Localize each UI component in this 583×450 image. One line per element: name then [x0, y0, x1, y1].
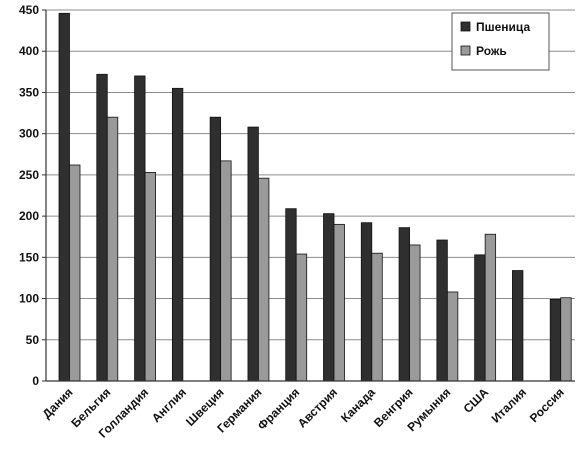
x-axis-ticks: ДанияБельгияГолландияАнглияШвецияГермани…	[40, 385, 567, 441]
bar-rye	[295, 253, 308, 382]
legend: Пшеница Рожь	[451, 12, 550, 71]
bar-rye	[371, 252, 383, 382]
bar-rye	[144, 172, 156, 382]
bar-wheat	[209, 116, 222, 382]
bar-wheat	[323, 213, 335, 382]
y-tick-label: 50	[26, 333, 40, 347]
y-tick-label: 450	[19, 3, 39, 17]
bar-rye	[220, 160, 232, 382]
bar-wheat	[474, 254, 486, 382]
y-tick-label: 300	[19, 127, 39, 141]
x-tick-label: Россия	[527, 385, 567, 425]
legend-box	[451, 12, 550, 71]
bar-wheat	[436, 239, 448, 382]
x-tick-label: Франция	[255, 385, 303, 433]
bar-wheat	[360, 222, 373, 382]
bar-wheat	[58, 12, 70, 382]
y-axis-ticks: 0 50 100 150 200 250 300 350 400 450	[19, 3, 46, 388]
bar-wheat	[549, 298, 562, 382]
bar-rye	[69, 164, 81, 382]
bar-wheat	[171, 87, 184, 382]
y-tick-label: 250	[19, 168, 39, 182]
y-tick-label: 0	[32, 374, 39, 388]
x-tick-label: Дания	[40, 385, 76, 421]
bar-rye	[560, 297, 572, 382]
legend-label: Рожь	[476, 44, 507, 58]
y-tick-label: 350	[19, 85, 39, 99]
legend-label: Пшеница	[476, 20, 530, 34]
bar-rye	[106, 116, 119, 382]
gridlines	[46, 9, 575, 341]
bars	[58, 12, 572, 382]
bar-wheat	[96, 73, 108, 382]
y-tick-label: 100	[19, 292, 39, 306]
bar-rye	[333, 223, 345, 382]
y-tick-label: 150	[19, 250, 39, 264]
legend-swatch	[460, 45, 471, 56]
x-tick-label: Италия	[489, 385, 529, 425]
bar-wheat	[134, 75, 146, 382]
bar-rye	[484, 233, 497, 382]
x-tick-label: Австрия	[295, 385, 340, 430]
bar-wheat	[512, 270, 524, 382]
legend-swatch	[460, 21, 471, 32]
y-tick-label: 400	[19, 44, 39, 58]
x-tick-label: США	[461, 385, 492, 416]
bar-wheat	[398, 227, 410, 382]
bar-rye	[446, 291, 459, 382]
bar-rye	[258, 177, 270, 382]
bar-wheat	[247, 126, 259, 382]
bar-wheat	[285, 208, 297, 382]
bar-rye	[409, 244, 421, 382]
y-tick-label: 200	[19, 209, 39, 223]
